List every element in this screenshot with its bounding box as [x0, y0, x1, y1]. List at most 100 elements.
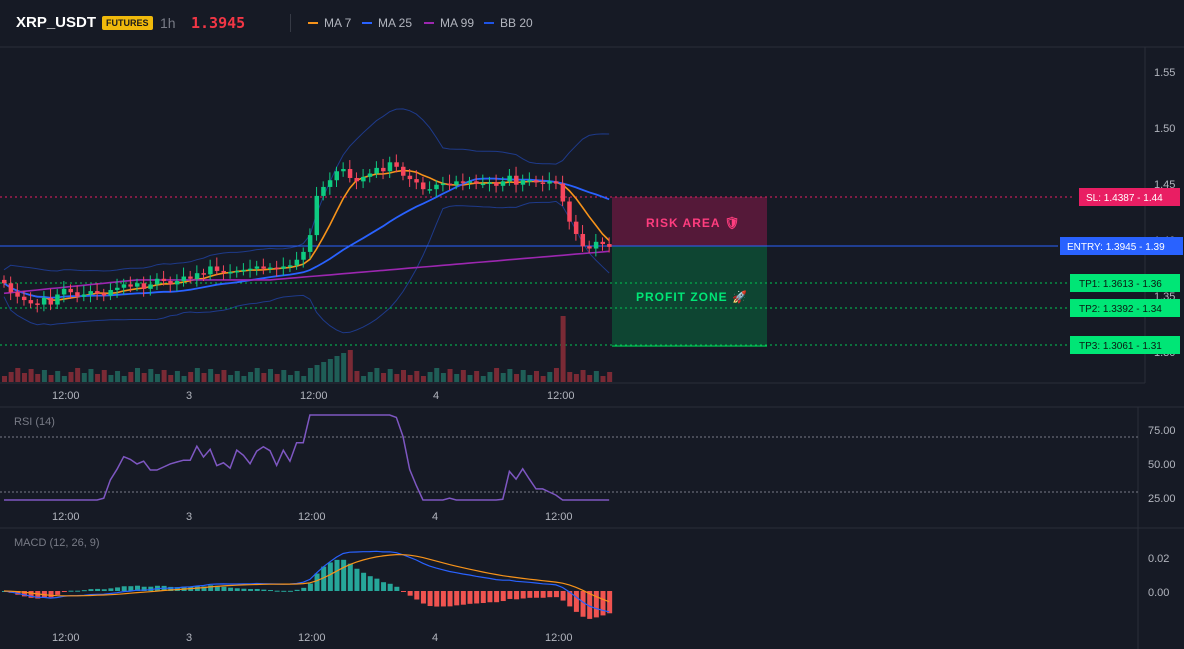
macd-hist-bar: [241, 588, 247, 591]
bb-upper: [3, 108, 610, 272]
ma99-line: [3, 250, 610, 295]
volume-bar: [301, 376, 307, 382]
time-tick: 12:00: [52, 632, 80, 644]
macd-hist-bar: [148, 586, 154, 591]
macd-hist-bar: [367, 576, 373, 591]
volume-bar: [573, 374, 579, 382]
volume-bar: [81, 373, 87, 382]
volume-bar: [347, 350, 353, 382]
volume-bar: [174, 371, 180, 382]
macd-hist-bar: [420, 591, 426, 604]
candle-body: [274, 267, 280, 270]
candle-body: [28, 300, 34, 304]
bb20-swatch: [484, 22, 494, 24]
macd-hist-bar: [221, 586, 227, 591]
candle-body: [527, 180, 532, 182]
entry-label: ENTRY: 1.3945 - 1.39: [1067, 242, 1165, 253]
candle-body: [128, 284, 133, 287]
macd-hist-bar: [553, 591, 559, 598]
candle-body: [208, 266, 213, 275]
volume-bar: [41, 370, 47, 382]
profit-zone: [612, 246, 767, 347]
rsi-tick: 50.00: [1148, 459, 1176, 471]
last-price: 1.3945: [191, 14, 246, 32]
volume-bar: [414, 371, 420, 382]
macd-hist-bar: [347, 563, 353, 591]
legend-ma25[interactable]: MA 25: [362, 16, 412, 30]
macd-hist-bar: [547, 591, 553, 598]
candle-body: [467, 181, 472, 183]
volume-bar: [148, 369, 154, 382]
macd-hist-bar: [88, 589, 94, 591]
candle-body: [427, 189, 433, 191]
candle-body: [600, 241, 605, 245]
timeframe-selector[interactable]: 1h: [160, 15, 176, 31]
time-axis[interactable]: 12:00 3 12:00 4 12:00: [0, 382, 1145, 402]
macd-hist-bar: [480, 591, 486, 604]
legend-ma7[interactable]: MA 7: [308, 16, 351, 30]
volume-bar: [374, 368, 380, 382]
macd-hist-bar: [381, 582, 387, 591]
macd-hist-bar: [460, 591, 466, 605]
bb20-label: BB 20: [500, 16, 533, 30]
macd-hist-bar: [55, 591, 61, 595]
ma25-swatch: [362, 22, 372, 24]
candle-body: [154, 278, 160, 285]
macd-hist-bar: [35, 591, 41, 599]
candle-body: [394, 162, 399, 167]
candle-body: [494, 182, 499, 186]
candle-body: [573, 221, 579, 234]
ma25-line: [3, 177, 610, 299]
tp3-label-bg: [1070, 336, 1180, 354]
candle-body: [587, 246, 592, 249]
candle-body: [447, 183, 453, 186]
candle-body: [75, 292, 80, 297]
ma25-label: MA 25: [378, 16, 413, 30]
candle-body: [414, 179, 419, 183]
macd-hist-bar: [261, 589, 267, 591]
volume-bar: [8, 372, 14, 382]
rsi-pane[interactable]: RSI (14) 75.00 50.00 25.00 12:00 3 12:00…: [0, 414, 1176, 523]
macd-pane[interactable]: MACD (12, 26, 9) 0.02 0.00 12:00 3 12:00…: [2, 537, 1169, 644]
macd-hist-bar: [573, 591, 579, 612]
volume-bar: [55, 371, 61, 382]
time-tick: 12:00: [545, 511, 573, 523]
volume-bar: [234, 371, 240, 382]
macd-hist-bar: [115, 587, 121, 591]
candle-body: [261, 266, 266, 269]
macd-hist-bar: [607, 591, 613, 614]
macd-hist-bar: [474, 591, 480, 604]
volume-bar: [21, 373, 27, 382]
macd-hist-bar: [494, 591, 500, 603]
candle-body: [234, 270, 240, 273]
candle-body: [188, 276, 193, 279]
rsi-line: [4, 414, 610, 501]
symbol-name[interactable]: XRP_USDT: [16, 14, 97, 31]
volume-bar: [361, 376, 367, 382]
time-tick: 12:00: [545, 632, 573, 644]
rsi-tick: 25.00: [1148, 493, 1176, 505]
volume-bar: [440, 373, 446, 382]
candle-body: [161, 278, 167, 282]
volume-bar: [420, 376, 426, 382]
macd-hist-bar: [327, 562, 333, 591]
volume-bar: [520, 370, 526, 382]
legend-bb20[interactable]: BB 20: [484, 16, 533, 30]
time-tick: 4: [432, 632, 438, 644]
candle-body: [420, 182, 426, 190]
tp2-label-bg: [1070, 299, 1180, 317]
volume-bar: [327, 359, 333, 382]
candle-body: [268, 267, 273, 270]
macd-hist-bar: [268, 590, 273, 592]
legend-ma99[interactable]: MA 99: [424, 16, 474, 30]
macd-hist-bar: [294, 589, 300, 591]
volume-bar: [48, 375, 54, 382]
macd-hist-bar: [141, 586, 147, 591]
candle-body: [474, 181, 479, 184]
volume-bar: [221, 370, 227, 382]
volume-bar: [534, 371, 539, 382]
volume-bar: [314, 365, 320, 382]
time-tick: 12:00: [547, 390, 575, 402]
volume-bars: [2, 316, 613, 382]
